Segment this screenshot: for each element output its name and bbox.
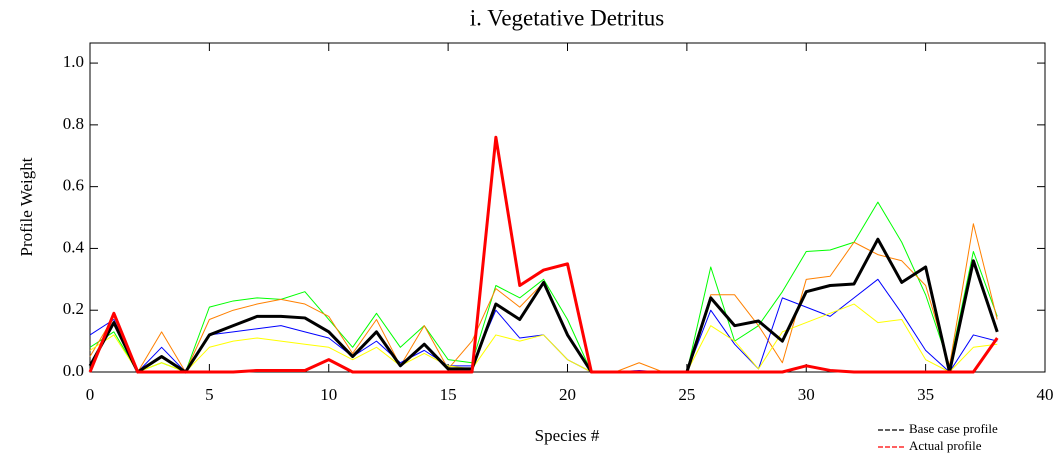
y-tick-label: 0.6 [63,176,84,195]
x-tick-label: 30 [798,385,815,404]
series-line [89,303,998,373]
y-tick-label: 0.2 [63,299,84,318]
series-line [89,278,998,373]
y-axis-label: Profile Weight [17,157,36,256]
x-tick-label: 20 [559,385,576,404]
plot-frame [89,42,1046,373]
x-tick-label: 25 [678,385,695,404]
legend-label: Actual profile [909,438,982,453]
series-line [89,201,998,373]
y-tick-label: 0.0 [63,361,84,380]
y-tick-label: 0.4 [63,237,85,256]
x-tick-label: 10 [320,385,337,404]
legend-label: Base case profile [909,421,998,436]
x-tick-label: 40 [1037,385,1054,404]
x-tick-label: 15 [440,385,457,404]
y-tick-label: 0.8 [63,114,84,133]
chart-title: i. Vegetative Detritus [470,5,664,30]
series-line [88,237,999,374]
y-tick-label: 1.0 [63,52,84,71]
x-tick-label: 0 [86,385,95,404]
x-tick-label: 35 [917,385,934,404]
x-axis-label: Species # [535,426,600,445]
x-tick-label: 5 [205,385,214,404]
series-line [88,135,999,374]
series-line [89,223,998,373]
